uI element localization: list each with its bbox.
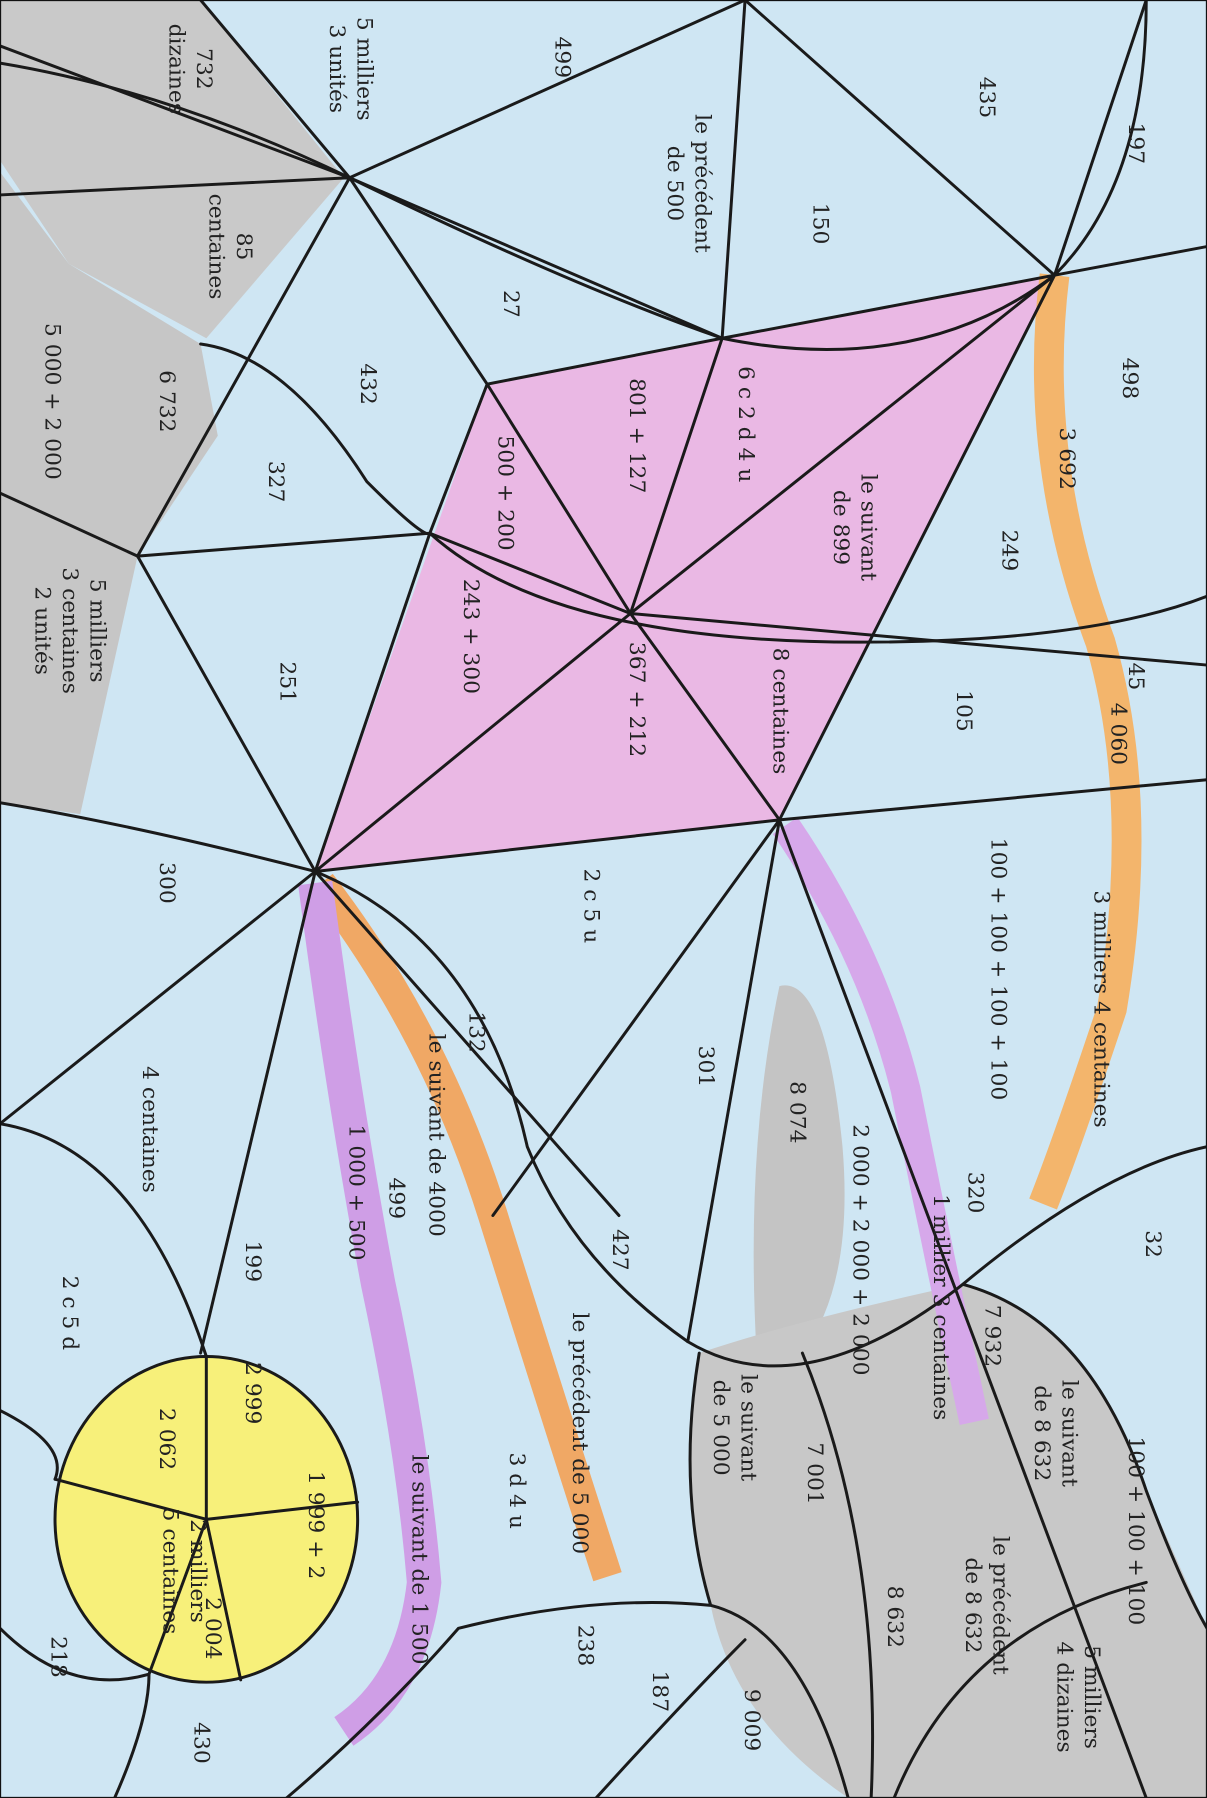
region-label: 100 + 100 + 100 <box>1123 1436 1148 1625</box>
region-label: 499 <box>550 37 575 79</box>
region-label: 3 d 4 u <box>504 1452 529 1528</box>
region-label: 801 + 127 <box>624 378 649 493</box>
region-label: 435 <box>974 77 999 119</box>
region-label: 1 999 + 2 <box>303 1471 328 1579</box>
region-label: 32 <box>1140 1230 1165 1258</box>
region-label: de 8 632 <box>960 1557 985 1653</box>
region-label: le précédent de 5 000 <box>567 1313 592 1555</box>
region-label: 430 <box>189 1722 214 1764</box>
region-label: 5 centaines <box>158 1508 183 1635</box>
region-label: 300 <box>154 862 179 904</box>
region-label: 249 <box>997 530 1022 572</box>
region-label: 8 centaines <box>767 648 792 775</box>
region-label: 251 <box>275 661 300 703</box>
page: {"labels": [ {"lines": ["732", "dizaines… <box>0 0 1207 1798</box>
region-label: 301 <box>693 1046 718 1088</box>
region-label: 197 <box>1123 123 1148 165</box>
region-label: 320 <box>962 1172 987 1214</box>
region-label: 4 dizaines <box>1052 1642 1077 1753</box>
region-label: 2 062 <box>154 1408 179 1470</box>
region-label: 105 <box>951 690 976 732</box>
region-label: 4 centaines <box>137 1066 162 1193</box>
region-label: 150 <box>808 203 833 245</box>
region-label: 187 <box>647 1671 672 1713</box>
region-label: de 8 632 <box>1029 1385 1054 1481</box>
region-label: le suivant de 4000 <box>424 1034 449 1237</box>
region-label: 8 632 <box>882 1586 907 1648</box>
region-label: 2 000 + 2 000 + 2 000 <box>848 1124 873 1375</box>
region-label: 4 060 <box>1106 703 1131 765</box>
region-label: le suivant de 1 500 <box>406 1455 431 1665</box>
region-label: 3 centaines <box>57 567 82 694</box>
region-label: 8 074 <box>785 1081 810 1143</box>
region-label: 45 <box>1123 663 1148 691</box>
region-label: 1 millier 3 centaines <box>928 1194 953 1420</box>
region-label: 2 004 <box>200 1597 225 1659</box>
region-label: 432 <box>355 363 380 405</box>
region-label: 100 + 100 + 100 + 100 <box>985 838 1010 1100</box>
region-label: 732 <box>191 48 216 90</box>
region-label: de 500 <box>662 146 687 221</box>
region-label: 2 c 5 u <box>578 869 603 944</box>
region-label: 500 + 200 <box>492 435 517 550</box>
region-label: 2 999 <box>240 1362 265 1424</box>
region-label: 27 <box>498 290 523 318</box>
region-label: 2 unités <box>29 586 54 675</box>
region-label: 3 692 <box>1054 428 1079 490</box>
region-label: 5 milliers <box>1079 1645 1104 1749</box>
region-label: 218 <box>45 1636 70 1678</box>
region-label: dizaines <box>163 24 188 114</box>
region-label: 132 <box>464 1011 489 1053</box>
region-label: le suivant <box>735 1374 760 1481</box>
region-label: le précédent <box>988 1536 1013 1675</box>
region-label: 499 <box>383 1178 408 1220</box>
region-label: le précédent <box>690 114 715 253</box>
region-label: 238 <box>573 1625 598 1667</box>
region-label: 243 + 300 <box>458 579 483 694</box>
region-label: 5 milliers <box>351 17 376 121</box>
region-label: 2 c 5 d <box>57 1276 82 1351</box>
region-label: le suivant <box>856 474 881 581</box>
coloring-sheet: 732dizaines5 milliers3 unités499435197le… <box>0 0 1207 1798</box>
region-label: 6 c 2 d 4 u <box>733 366 758 482</box>
region-label: 6 732 <box>154 370 179 432</box>
region-label: 5 milliers <box>84 579 109 683</box>
region-label: de 5 000 <box>708 1380 733 1476</box>
region-label: 7 001 <box>802 1442 827 1504</box>
region-label: 3 unités <box>324 25 349 114</box>
region-label: 427 <box>607 1229 632 1271</box>
region-label: 1 000 + 500 <box>343 1125 368 1261</box>
region-label: 5 000 + 2 000 <box>40 323 65 480</box>
region-label: 367 + 212 <box>624 642 649 757</box>
region-label: 85 <box>231 233 256 261</box>
region-label: le suivant <box>1056 1380 1081 1487</box>
region-label: 9 009 <box>739 1689 764 1751</box>
region-label: 199 <box>240 1241 265 1283</box>
region-label: 327 <box>263 461 288 503</box>
region-label: de 899 <box>828 490 853 565</box>
region-label: 7 932 <box>980 1305 1005 1367</box>
region-label: 3 milliers 4 centaines <box>1088 890 1113 1127</box>
region-label: centaines <box>203 194 228 300</box>
region-label: 498 <box>1117 358 1142 400</box>
